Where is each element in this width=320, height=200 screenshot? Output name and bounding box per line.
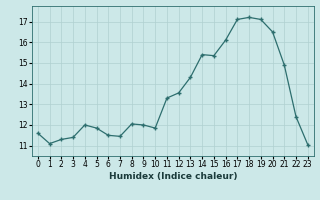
X-axis label: Humidex (Indice chaleur): Humidex (Indice chaleur) <box>108 172 237 181</box>
